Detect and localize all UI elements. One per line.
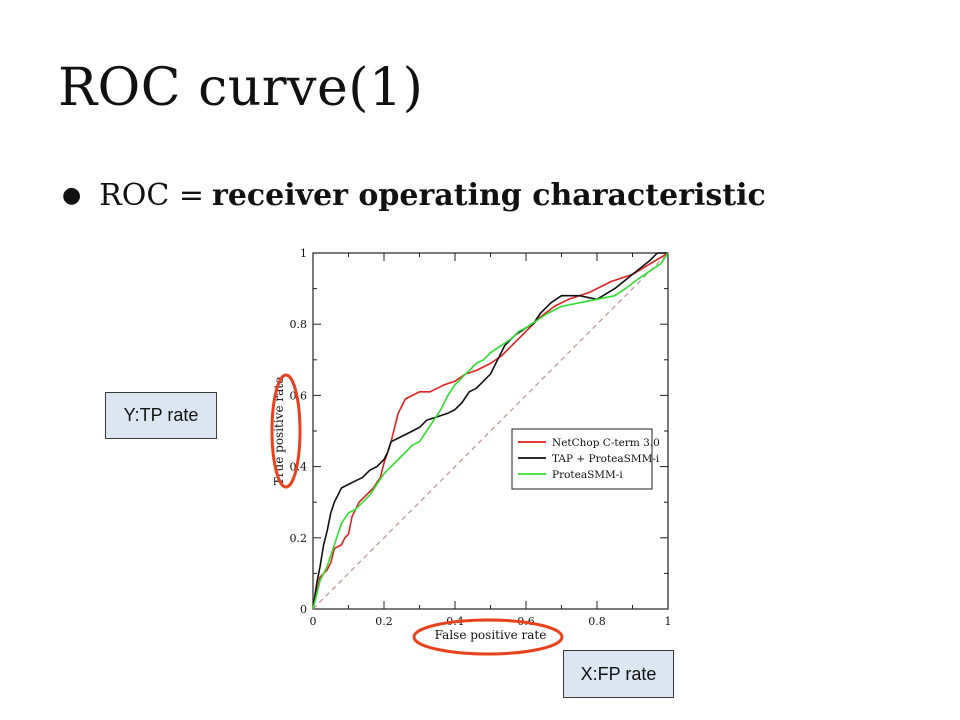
x-tick-label: 0 [310,615,317,628]
series-line-3 [312,252,669,610]
bullet-dot-icon: ● [62,183,82,208]
series-line-2 [312,252,668,610]
bullet-item: ● ROC = receiver operating characteristi… [62,178,766,213]
x-axis-label: False positive rate [435,628,547,642]
legend-box [511,428,653,490]
legend-label: NetChop C-term 3.0 [552,437,660,449]
bullet-prefix: ROC = [99,178,205,213]
y-tick-label: 0.4 [290,461,308,474]
x-axis-highlight-ellipse [412,618,564,656]
x-axis-callout: X:FP rate [563,650,674,698]
x-tick-label: 0.8 [588,615,606,628]
x-tick-label: 1 [665,615,672,628]
x-tick-label: 0.2 [375,615,393,628]
legend-label: TAP + ProteaSMM-i [552,453,660,465]
y-axis-highlight-ellipse [270,373,302,489]
y-tick-label: 1 [300,247,307,260]
series-line-1 [312,252,669,610]
y-tick-label: 0.8 [290,318,308,331]
legend-label: ProteaSMM-i [552,469,623,481]
diagonal-reference-line [312,252,669,610]
y-axis-callout: Y:TP rate [105,392,217,439]
y-axis-label: True positive rate [272,377,286,485]
bullet-definition: receiver operating characteristic [212,178,766,213]
y-tick-label: 0 [300,603,307,616]
y-tick-label: 0.2 [290,532,308,545]
slide-title: ROC curve(1) [58,58,424,118]
